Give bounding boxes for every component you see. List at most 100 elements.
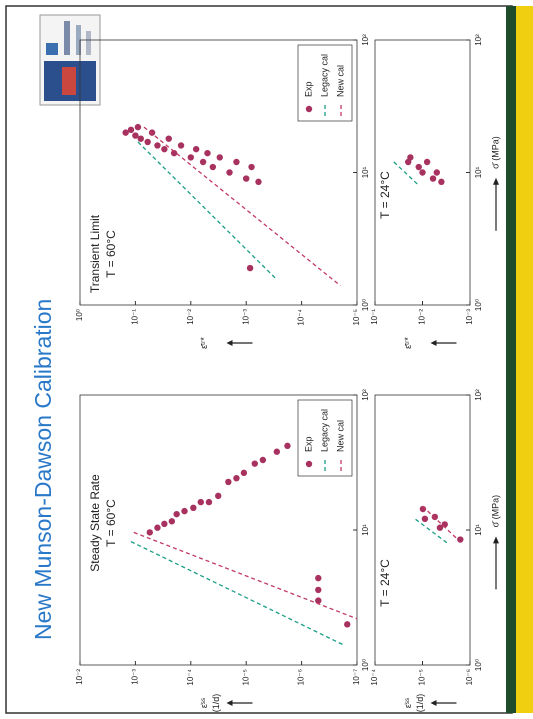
y-tick-label: 10⁻¹	[370, 309, 379, 325]
data-point	[315, 597, 322, 604]
data-point	[255, 178, 262, 186]
chart-title: T = 24°C	[378, 559, 392, 607]
slide-title: New Munson-Dawson Calibration	[30, 299, 56, 640]
x-tick-label: 10²	[361, 34, 370, 46]
data-point	[407, 154, 414, 161]
legend-box	[297, 44, 353, 122]
data-point	[419, 169, 426, 176]
fit-line	[143, 126, 341, 287]
y-axis-label: ε̇ˢˢ	[199, 698, 209, 708]
y-tick-label: 10⁻⁵	[418, 669, 427, 685]
x-tick-label: 10²	[361, 389, 370, 401]
x-axis-label: σ̄ (MPa)	[490, 136, 500, 169]
data-point	[248, 163, 255, 171]
y-tick-label: 10⁻⁷	[352, 669, 361, 685]
y-tick-label: 10⁻⁴	[370, 668, 379, 685]
x-axis-label: σ̄ (MPa)	[490, 495, 500, 528]
y-tick-label: 10⁻⁴	[297, 308, 306, 325]
logo-mark	[64, 21, 70, 55]
chart-subtitle: T = 60°C	[104, 230, 118, 278]
x-tick-label: 10⁰	[474, 299, 483, 311]
y-axis-arrowhead	[430, 700, 437, 706]
x-axis-arrowhead	[493, 536, 499, 544]
x-tick-label: 10²	[474, 34, 483, 46]
footer-stripe	[516, 6, 533, 713]
data-point	[243, 175, 250, 182]
data-point	[423, 158, 431, 166]
data-point	[154, 524, 161, 531]
data-point	[215, 492, 222, 500]
y-axis-unit: (1/d)	[211, 694, 221, 713]
x-tick-label: 10²	[474, 389, 483, 401]
data-point	[457, 536, 464, 543]
slide: New Munson-Dawson Calibration 10⁰ 10¹ 10² 1…	[5, 5, 533, 714]
data-point	[127, 126, 135, 134]
data-point	[144, 138, 151, 146]
data-point	[240, 469, 248, 477]
data-point	[225, 478, 232, 486]
y-axis-arrowhead	[226, 700, 233, 706]
data-point	[429, 175, 437, 182]
x-tick-label: 10¹	[361, 524, 370, 536]
logo-image-detail	[62, 67, 76, 95]
y-tick-label: 10⁻³	[131, 669, 140, 685]
y-tick-label: 10⁻¹	[131, 309, 140, 325]
data-point	[199, 158, 207, 166]
data-point	[233, 158, 240, 166]
x-tick-label: 10⁰	[361, 659, 370, 671]
data-point	[177, 142, 185, 149]
x-tick-label: 10¹	[361, 166, 370, 178]
data-point	[181, 507, 188, 515]
chart-subtitle: T = 60°C	[104, 499, 118, 547]
legend-label: Exp	[303, 81, 313, 97]
data-point	[161, 520, 168, 528]
data-point	[284, 442, 291, 450]
data-point	[132, 132, 139, 139]
logo	[39, 14, 101, 106]
y-tick-label: 10⁻⁵	[352, 309, 361, 325]
data-point	[436, 524, 444, 531]
x-tick-label: 10⁰	[361, 299, 370, 311]
y-axis-label: ε̇ˢˢ	[403, 698, 413, 708]
x-tick-label: 10¹	[474, 166, 483, 178]
data-point	[205, 498, 213, 506]
y-tick-label: 10⁻³	[241, 309, 250, 325]
data-point	[421, 515, 429, 523]
data-point	[273, 448, 281, 455]
fit-line	[133, 531, 358, 620]
data-point	[161, 145, 168, 153]
legend-swatch	[305, 460, 313, 468]
data-point	[251, 460, 258, 467]
data-point	[170, 149, 178, 157]
chart-title: Steady State Rate	[88, 474, 102, 572]
chart-title: Transient Limit	[88, 214, 102, 293]
footer-band	[506, 6, 516, 713]
y-tick-label: 10⁻⁶	[465, 669, 474, 685]
legend-label: Legacy cal	[319, 54, 329, 97]
y-tick-label: 10⁻²	[418, 309, 427, 325]
data-point	[168, 518, 176, 525]
legend-label: New cal	[335, 420, 345, 452]
data-point	[415, 163, 422, 171]
fit-line	[422, 505, 459, 541]
data-point	[209, 163, 217, 171]
legend-box	[297, 399, 353, 477]
legend-label: Legacy cal	[319, 409, 329, 452]
data-point	[246, 264, 254, 272]
data-point	[190, 504, 197, 512]
x-tick-label: 10¹	[474, 524, 483, 536]
logo-mark	[46, 43, 58, 55]
y-tick-label: 10⁻³	[465, 309, 474, 325]
legend-label: New cal	[335, 65, 345, 97]
y-tick-label: 10⁻⁶	[297, 669, 306, 685]
fit-line	[393, 161, 420, 186]
y-axis-arrowhead	[430, 340, 437, 346]
data-point	[259, 456, 267, 464]
data-point	[226, 169, 233, 176]
data-point	[173, 510, 180, 518]
data-point	[433, 169, 440, 176]
legend-label: Exp	[303, 436, 313, 452]
data-point	[146, 529, 153, 536]
chart-title: T = 24°C	[378, 171, 392, 219]
data-point	[315, 574, 322, 582]
